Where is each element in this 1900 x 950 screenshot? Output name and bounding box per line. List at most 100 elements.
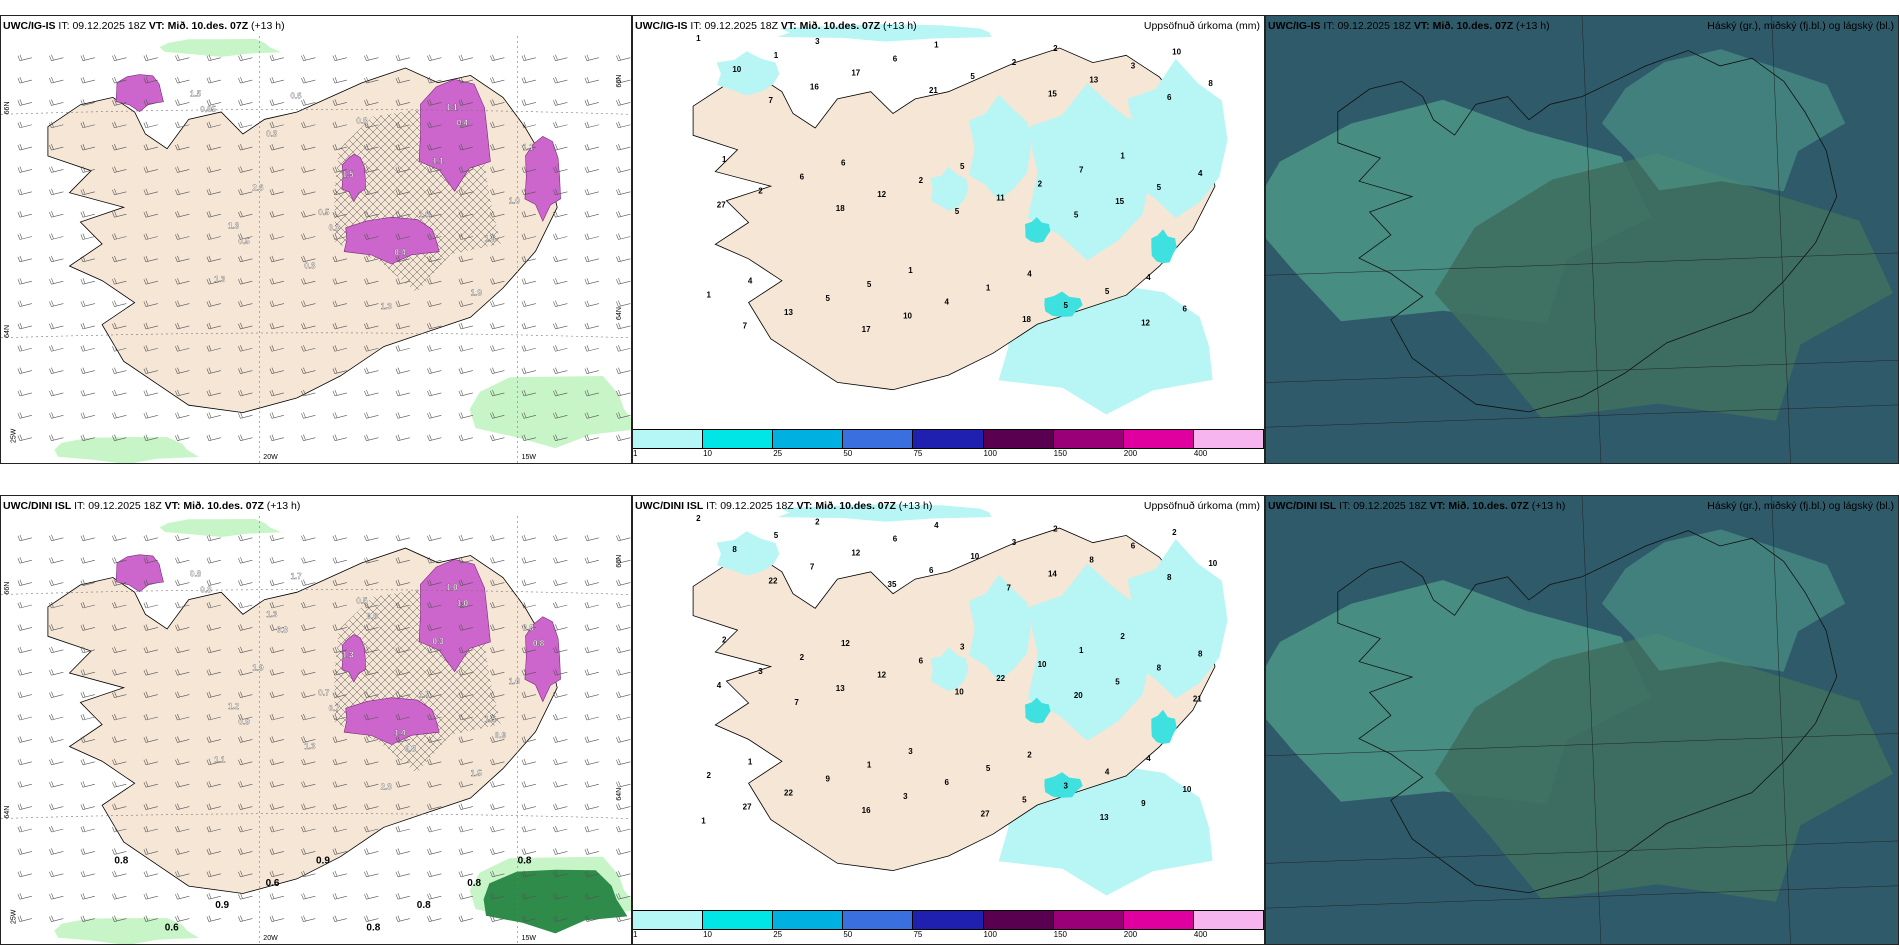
wind-barb [427, 803, 442, 810]
wind-barb [458, 848, 473, 855]
wind-barb [584, 300, 599, 307]
wind-barb [553, 255, 568, 263]
wind-barb [175, 893, 190, 900]
precip-value-label: 10 [955, 688, 964, 697]
precip-value-label: 2 [696, 514, 701, 523]
wind-barb [395, 557, 410, 564]
wind-barb [238, 893, 253, 900]
wind-barb [458, 255, 473, 263]
wind-barb [553, 893, 568, 900]
precip-value-label: 13 [784, 308, 793, 317]
wind-barb [427, 691, 442, 698]
heavy-precip-area [1025, 697, 1051, 724]
wind-barb [521, 389, 536, 397]
wind-barb [80, 646, 95, 654]
precip-value-label: 9 [1141, 799, 1146, 808]
wind-barb [301, 389, 316, 397]
wind-barb [584, 188, 599, 196]
precip-value-label: 4 [1198, 169, 1203, 178]
wind-barb [490, 143, 505, 151]
wind-barb [80, 233, 95, 240]
wind-barb [364, 669, 379, 676]
wind-barb [521, 534, 536, 542]
precip-value-label: 9 [825, 775, 830, 784]
wind-barb [521, 579, 536, 586]
wind-barb [238, 870, 253, 878]
wind-barb [112, 166, 127, 173]
wind-barb [301, 300, 316, 307]
wind-barb [206, 736, 221, 743]
colorbar-swatch [1053, 430, 1124, 448]
wind-barb [238, 579, 253, 586]
wind-barb [553, 870, 568, 878]
precip-value-label: 7 [769, 96, 774, 105]
wind-barb [301, 758, 316, 766]
snow-value-label: 1.6 [509, 677, 521, 686]
colorbar-swatch [1193, 430, 1264, 448]
wind-barb [175, 143, 190, 151]
wind-barb [80, 758, 95, 766]
wind-barb [17, 825, 32, 833]
cloud-map [1266, 496, 1898, 944]
snow-rate-area [343, 216, 440, 265]
precip-value-label: 1 [696, 34, 701, 43]
wind-barb [143, 534, 158, 542]
precip-value-label: 7 [794, 698, 799, 707]
snow-value-label: 0.95 [200, 105, 216, 114]
wind-barb [584, 601, 599, 609]
wind-barb [521, 188, 536, 196]
wind-barb [616, 870, 631, 878]
wind-barb [616, 233, 631, 240]
wind-barb [17, 646, 32, 654]
wind-barb [521, 646, 536, 654]
precip-value-label: 21 [929, 86, 938, 95]
precip-value-label: 13 [836, 684, 845, 693]
wind-barb [427, 188, 442, 196]
wind-barb [206, 669, 221, 676]
wind-barb [175, 669, 190, 676]
precip-value-label: 1 [701, 816, 706, 825]
wind-barb [584, 54, 599, 61]
colorbar-swatch [913, 430, 984, 448]
wind-barb [206, 54, 221, 61]
wind-map: 66N 64N 66N 64N 25W 20W 15W 0.8 0.7 1.0 1.2 0.5 1.5 1… [1, 516, 631, 944]
colorbar-swatch [633, 911, 704, 929]
wind-barb [490, 713, 505, 721]
precip-value-label: 2 [1012, 58, 1017, 67]
colorbar-swatch [773, 430, 844, 448]
precip-value-label: 8 [1089, 556, 1094, 565]
wind-barb [49, 669, 64, 676]
wind-barb [175, 389, 190, 397]
wind-barb [175, 121, 190, 129]
wind-barb [143, 121, 158, 129]
wind-barb [238, 389, 253, 397]
snow-value-label: 1.5 [485, 715, 497, 724]
colorbar-tick-label: 100 [983, 930, 997, 939]
snow-rate-area [524, 616, 561, 703]
wind-barb [364, 99, 379, 106]
latitude-label: 66N [616, 555, 623, 568]
wind-barb [238, 255, 253, 263]
latitude-label: 64N [4, 325, 11, 338]
colorbar-swatch [703, 430, 774, 448]
colorbar-swatches [633, 910, 1264, 930]
wind-barb [238, 534, 253, 542]
wind-barb [112, 893, 127, 900]
wind-barb [490, 99, 505, 106]
wind-barb [17, 121, 32, 129]
wind-barb [521, 736, 536, 743]
wind-barb [395, 579, 410, 586]
wind-barb [269, 579, 284, 586]
precip-value-label: 4 [1105, 768, 1110, 777]
wind-barb [112, 848, 127, 855]
wind-barb [553, 211, 568, 218]
wind-barb [553, 915, 568, 922]
precip-value-label: 5 [955, 207, 960, 216]
wind-barb [49, 691, 64, 698]
wind-map: 66N 64N 66N 64N 25W 20W 15W 1.5 0.5 1.1 1.3 0.8 1.6 0… [1, 36, 631, 463]
wind-barb [364, 781, 379, 788]
wind-barb [112, 781, 127, 788]
wind-barb [521, 278, 536, 285]
wind-barb [427, 233, 442, 240]
wind-barb [521, 255, 536, 263]
